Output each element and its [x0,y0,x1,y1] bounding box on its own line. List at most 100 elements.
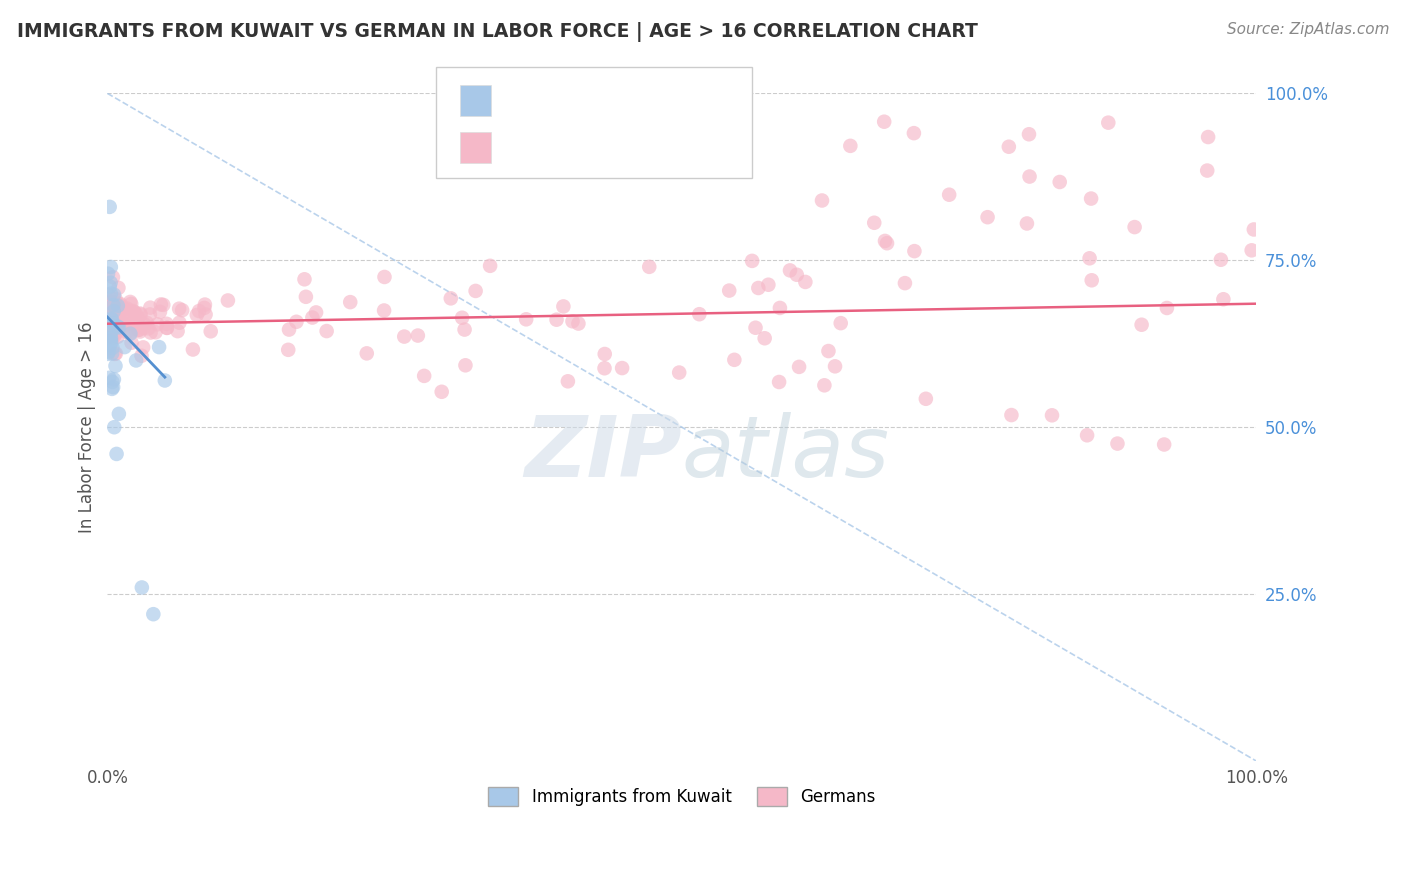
Point [104,304,127,318]
Point [110,319,132,334]
Point [839,139,862,153]
Point [125,353,148,368]
Point [98,200,121,214]
Point [97,320,120,334]
Point [135,316,157,330]
Point [394,329,416,343]
Point [104,318,127,333]
Y-axis label: In Labor Force | Age > 16: In Labor Force | Age > 16 [79,321,96,533]
Point [1212,292,1234,306]
Point [406,328,429,343]
Point [153,374,176,388]
Point [1153,437,1175,451]
Point [744,320,766,334]
Point [97,288,120,302]
Point [105,309,128,323]
Point [479,259,502,273]
Point [101,324,124,338]
Point [127,310,149,325]
Point [186,308,208,322]
Point [98,322,121,336]
Point [98,326,121,340]
Point [98,326,121,341]
Point [139,301,162,315]
Point [688,307,710,321]
Point [98,371,121,385]
Point [1197,163,1219,178]
Point [1018,169,1040,184]
Point [903,126,925,140]
Point [754,331,776,345]
Point [1049,175,1071,189]
Point [98,296,121,310]
Point [128,323,150,337]
Point [451,310,474,325]
Point [103,304,125,318]
Text: 186: 186 [661,132,699,150]
Point [139,326,162,340]
Point [125,315,148,329]
Point [149,297,172,311]
Point [172,303,194,318]
Point [125,307,148,321]
Point [103,296,125,310]
Point [104,295,127,310]
Point [103,372,125,386]
Point [557,374,579,388]
Point [100,276,122,290]
Point [101,346,124,360]
Point [108,298,131,312]
Point [104,346,127,360]
Point [1197,130,1219,145]
Point [108,316,131,330]
Point [101,317,124,331]
Point [100,330,122,344]
Point [96,331,118,345]
Point [101,341,124,355]
Point [104,323,127,337]
Point [122,305,145,319]
Point [373,270,395,285]
Point [769,301,792,315]
Point [108,407,131,421]
Point [561,314,583,328]
Point [285,315,308,329]
Point [100,338,122,352]
Point [107,299,129,313]
Point [668,366,690,380]
Point [1078,252,1101,266]
Point [156,320,179,334]
Text: 0.110: 0.110 [541,132,605,150]
Point [188,304,211,318]
Point [117,317,139,331]
Point [1015,217,1038,231]
Point [553,300,575,314]
Text: -0.171: -0.171 [541,85,606,103]
Text: 42: 42 [661,85,686,103]
Point [115,325,138,339]
Point [464,284,486,298]
Point [105,447,128,461]
Point [787,359,810,374]
Point [100,294,122,309]
Point [876,236,898,251]
Point [97,296,120,310]
Point [152,298,174,312]
Point [166,324,188,338]
Point [103,420,125,434]
Point [723,352,745,367]
Point [1243,222,1265,236]
Point [593,347,616,361]
Point [101,312,124,326]
Point [114,302,136,317]
Point [97,347,120,361]
Point [567,317,589,331]
Text: N =: N = [621,85,661,103]
Point [98,321,121,335]
Point [101,318,124,333]
Point [515,312,537,326]
Point [453,322,475,336]
Point [97,267,120,281]
Point [98,323,121,337]
Point [873,114,896,128]
